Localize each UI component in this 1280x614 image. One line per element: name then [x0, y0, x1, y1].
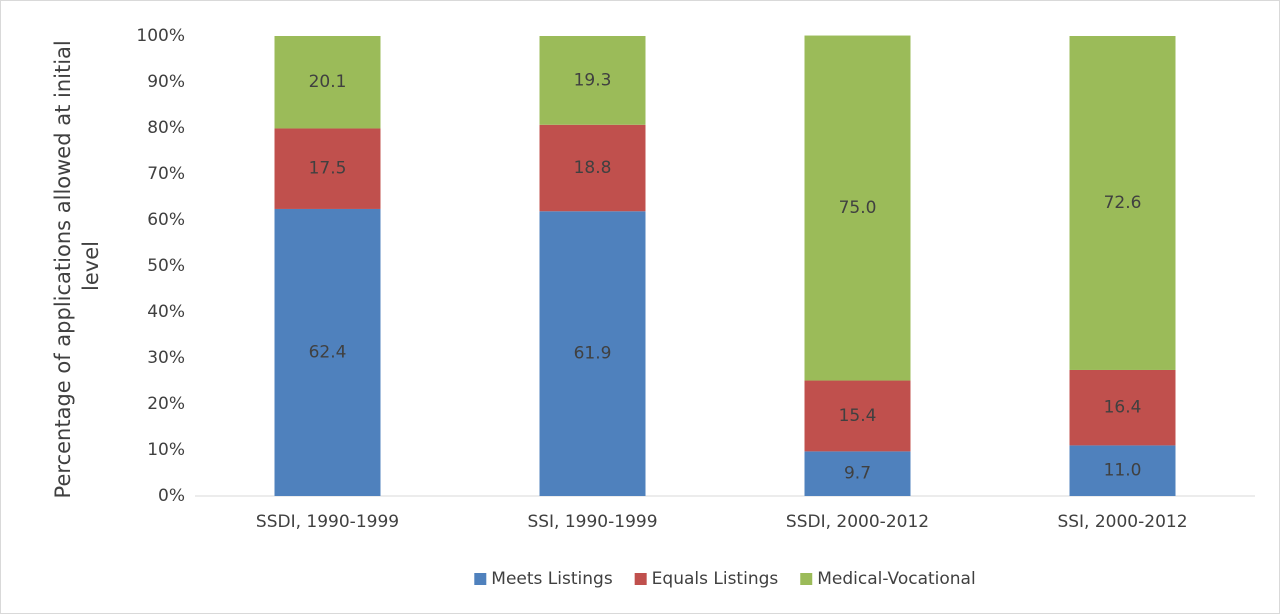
bar-segment	[539, 211, 646, 496]
bar-segment	[804, 451, 911, 496]
legend-item: Meets Listings	[474, 569, 613, 589]
data-label: 72.6	[1104, 193, 1142, 213]
y-tick-label: 40%	[147, 302, 185, 322]
bar-segment	[804, 380, 911, 452]
legend-label: Medical-Vocational	[817, 569, 975, 589]
y-tick-label: 60%	[147, 210, 185, 230]
bar-segment	[1069, 36, 1176, 370]
bar-segment	[539, 36, 646, 125]
x-tick-label: SSDI, 2000-2012	[786, 512, 929, 532]
data-label: 61.9	[574, 344, 612, 364]
data-label: 17.5	[309, 159, 347, 179]
data-label: 18.8	[574, 158, 612, 178]
legend-label: Meets Listings	[491, 569, 613, 589]
y-tick-label: 10%	[147, 440, 185, 460]
x-tick-label: SSI, 1990-1999	[527, 512, 657, 532]
bar-segment	[274, 128, 381, 209]
data-label: 75.0	[839, 198, 877, 218]
legend-swatch	[800, 573, 813, 585]
legend-item: Equals Listings	[634, 569, 779, 589]
bar-segment	[804, 35, 911, 381]
legend-item: Medical-Vocational	[800, 569, 976, 589]
y-axis-title-line: level	[79, 241, 103, 291]
data-label: 15.4	[839, 406, 877, 426]
bar-segment	[1069, 369, 1176, 446]
data-label: 62.4	[309, 342, 347, 362]
y-tick-label: 20%	[147, 394, 185, 414]
bar-segment	[274, 208, 381, 496]
data-label: 11.0	[1104, 461, 1142, 481]
bar-segment	[539, 124, 646, 212]
y-tick-label: 100%	[136, 26, 185, 46]
y-tick-label: 30%	[147, 348, 185, 368]
legend-swatch	[474, 573, 487, 585]
data-label: 20.1	[309, 72, 347, 92]
legend-label: Equals Listings	[652, 569, 779, 589]
y-tick-label: 70%	[147, 164, 185, 184]
bar-segment	[274, 36, 381, 129]
y-axis-title: Percentage of applications allowed at in…	[51, 34, 103, 499]
data-label: 19.3	[574, 70, 612, 90]
y-tick-label: 90%	[147, 72, 185, 92]
data-label: 9.7	[844, 464, 871, 484]
bar-segment	[1069, 445, 1176, 496]
y-axis-title-line: Percentage of applications allowed at in…	[51, 34, 75, 499]
x-tick-label: SSI, 2000-2012	[1057, 512, 1187, 532]
y-tick-label: 50%	[147, 256, 185, 276]
x-tick-label: SSDI, 1990-1999	[256, 512, 399, 532]
data-label: 16.4	[1104, 398, 1142, 418]
y-tick-label: 0%	[158, 486, 185, 506]
y-tick-label: 80%	[147, 118, 185, 138]
legend-swatch	[634, 573, 647, 585]
